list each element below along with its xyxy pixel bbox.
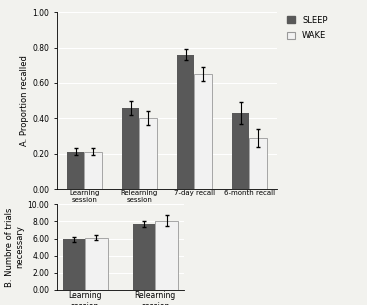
Bar (195, 74, 212, 189)
Bar (155, 221, 178, 290)
Bar (133, 224, 155, 290)
Bar (84, 152, 102, 189)
Bar (139, 118, 157, 189)
Y-axis label: A. Proportion recalled: A. Proportion recalled (21, 55, 29, 146)
Bar (250, 138, 267, 189)
Bar (85, 238, 108, 290)
Bar (232, 113, 250, 189)
Y-axis label: B. Numbre of trials
necessary: B. Numbre of trials necessary (5, 207, 25, 287)
Bar (63, 239, 85, 290)
Bar (177, 55, 195, 189)
Legend: SLEEP, WAKE: SLEEP, WAKE (284, 12, 331, 44)
Bar (67, 152, 84, 189)
Bar (122, 108, 139, 189)
